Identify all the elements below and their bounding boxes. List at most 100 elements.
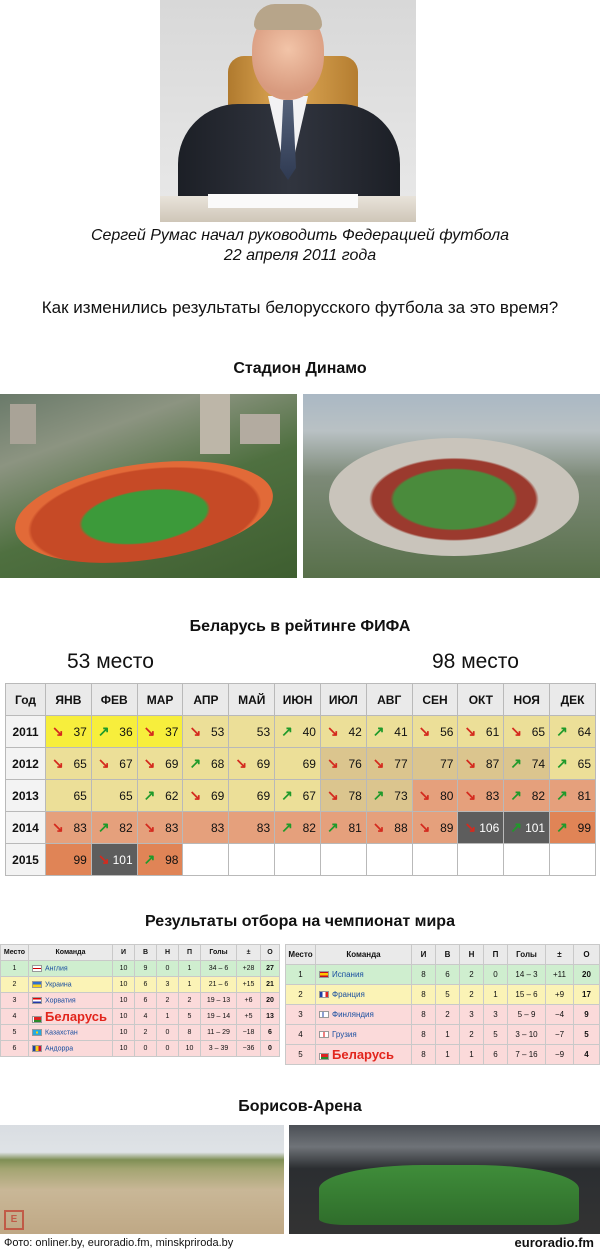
fifa-rank-value: 101: [525, 820, 546, 835]
qualification-goals: 7 – 16: [507, 1044, 546, 1065]
qualification-lost: 0: [483, 964, 508, 985]
qualification-header-row: Место Команда И В Н П Голы ± О: [285, 944, 600, 965]
qualification-points: 5: [573, 1024, 600, 1045]
arrow-up-icon: ↗: [556, 723, 568, 739]
qualification-row: 1 Испания 8 6 2 0 14 – 3 +11 20: [285, 964, 600, 985]
belarus-flag-icon: [32, 1015, 42, 1023]
qualification-lost: 6: [483, 1044, 508, 1065]
fifa-row: 2012 ↘ 65 ↘ 67 ↘ 69 ↗ 68 ↘ 69 69 ↘ 76 ↘ 77 77 ↘ 87 ↗ 74 ↗ 65: [5, 747, 596, 780]
qualification-points: 6: [260, 1024, 280, 1041]
fifa-rank-cell: [457, 843, 505, 876]
fifa-rank-cell: ↘ 78: [319, 779, 367, 812]
arena-title: Борисов-Арена: [238, 1098, 362, 1115]
andorra-flag-icon: [32, 1044, 42, 1052]
fifa-rank-cell: ↗ 82: [274, 811, 321, 844]
arrow-down-icon: ↘: [97, 851, 110, 867]
fifa-rank-value: 65: [119, 788, 133, 803]
fifa-rank-value: 62: [165, 788, 179, 803]
qualification-team-name[interactable]: Финляндия: [332, 1010, 374, 1019]
fifa-rank-value: 89: [440, 820, 454, 835]
fifa-rank-value: 69: [256, 788, 271, 803]
qualification-goals: 5 – 9: [507, 1004, 546, 1025]
photo-credits: Фото: onliner.by, euroradio.fm, minskpri…: [4, 1237, 234, 1249]
arrow-down-icon: ↘: [235, 755, 248, 771]
fifa-rank-value: 65: [73, 756, 87, 771]
arrow-down-icon: ↘: [510, 723, 523, 739]
qualification-diff: −36: [236, 1040, 261, 1057]
qualification-row: 4 Беларусь 10 4 1 5 19 – 14 +5 13: [0, 1008, 280, 1025]
fifa-rank-cell: [319, 843, 367, 876]
qualification-drawn: 2: [459, 984, 484, 1005]
qualification-team-name[interactable]: Украина: [45, 981, 72, 989]
fifa-rank-cell: ↘ 53: [182, 715, 230, 748]
qualification-team: Андорра: [28, 1040, 113, 1057]
qualification-team-name[interactable]: Англия: [45, 965, 68, 973]
fifa-header-month: ИЮЛ: [319, 683, 367, 716]
arrow-up-icon: ↗: [510, 819, 523, 835]
qualification-position: 2: [285, 984, 316, 1005]
fifa-rank-cell: ↘ 61: [457, 715, 505, 748]
fifa-rank-value: 37: [73, 724, 87, 739]
georgia-flag-icon: [319, 1031, 329, 1039]
fifa-rank-cell: 69: [274, 747, 321, 780]
qualification-points: 13: [260, 1008, 280, 1025]
qualification-played: 10: [112, 992, 135, 1009]
fifa-place-left: 53 место: [67, 650, 154, 673]
arrow-down-icon: ↘: [372, 819, 385, 835]
qualification-team: Финляндия: [315, 1004, 412, 1025]
qualification-team-name[interactable]: Франция: [332, 990, 365, 999]
paper-shape: [208, 194, 358, 208]
qualification-team-name[interactable]: Хорватия: [45, 997, 76, 1005]
qualification-points: 0: [260, 1040, 280, 1057]
qualification-diff: +11: [545, 964, 574, 985]
qualification-diff: −4: [545, 1004, 574, 1025]
fifa-header-month: НОЯ: [503, 683, 551, 716]
qualification-played: 10: [112, 960, 135, 977]
qualification-team-name[interactable]: Беларусь: [332, 1047, 394, 1062]
fifa-rank-cell: ↘ 87: [457, 747, 505, 780]
qualification-team-name[interactable]: Беларусь: [45, 1009, 107, 1024]
qualification-team-name[interactable]: Казахстан: [45, 1029, 78, 1037]
fifa-rank-cell: ↘ 83: [45, 811, 92, 844]
fifa-row: 2013 65 65 ↗ 62 ↘ 69 69 ↗ 67 ↘ 78 ↗ 73 ↘ 80 ↘ 83 ↗ 82 ↗ 81: [5, 779, 596, 812]
qualification-title: Результаты отбора на чемпионат мира: [145, 913, 455, 930]
qualification-points: 20: [260, 992, 280, 1009]
fifa-rank-cell: [365, 843, 413, 876]
fifa-rank-cell: ↗ 81: [319, 811, 367, 844]
fifa-rank-value: 67: [119, 756, 133, 771]
qualification-drawn: 2: [459, 964, 484, 985]
arrow-down-icon: ↘: [464, 723, 477, 739]
fifa-rank-value: 69: [302, 756, 316, 771]
qualification-drawn: 3: [459, 1004, 484, 1025]
qualification-goals: 15 – 6: [507, 984, 546, 1005]
qualification-position: 2: [0, 976, 29, 993]
fifa-rank-cell: ↗ 62: [136, 779, 184, 812]
arrow-down-icon: ↘: [326, 723, 339, 739]
qualification-position: 5: [285, 1044, 316, 1065]
arrow-up-icon: ↗: [281, 723, 293, 739]
fifa-header-month: ИЮН: [274, 683, 321, 716]
fifa-row: 2014 ↘ 83 ↗ 82 ↘ 83 83 83 ↗ 82 ↗ 81 ↘ 88 ↘ 89 ↘ 106 ↗ 101 ↗ 99: [5, 811, 596, 844]
qualification-team: Хорватия: [28, 992, 113, 1009]
fifa-row: 2011 ↘ 37 ↗ 36 ↘ 37 ↘ 53 53 ↗ 40 ↘ 42 ↗ 41 ↘ 56 ↘ 61 ↘ 65 ↗ 64: [5, 715, 596, 748]
qualification-lost: 5: [178, 1008, 201, 1025]
fifa-rank-cell: ↘ 67: [90, 747, 138, 780]
belarus-flag-icon: [319, 1053, 329, 1061]
fifa-rank-cell: [274, 843, 321, 876]
arrow-up-icon: ↗: [143, 787, 156, 803]
qualification-won: 9: [134, 960, 157, 977]
arrow-down-icon: ↘: [418, 723, 431, 739]
qualification-team-name[interactable]: Испания: [332, 970, 364, 979]
qualification-drawn: 1: [459, 1044, 484, 1065]
stadium-title: Стадион Динамо: [233, 360, 367, 377]
qualification-header-cell: О: [573, 944, 600, 965]
fifa-rank-cell: 65: [45, 779, 92, 812]
fifa-rank-value: 98: [165, 852, 179, 867]
qualification-team-name[interactable]: Андорра: [45, 1045, 74, 1053]
fifa-rank-value: 53: [256, 724, 271, 739]
croatia-flag-icon: [32, 996, 42, 1004]
fifa-rank-value: 99: [73, 852, 87, 867]
fifa-rank-value: 88: [394, 820, 408, 835]
qualification-lost: 3: [483, 1004, 508, 1025]
qualification-team-name[interactable]: Грузия: [332, 1030, 357, 1039]
